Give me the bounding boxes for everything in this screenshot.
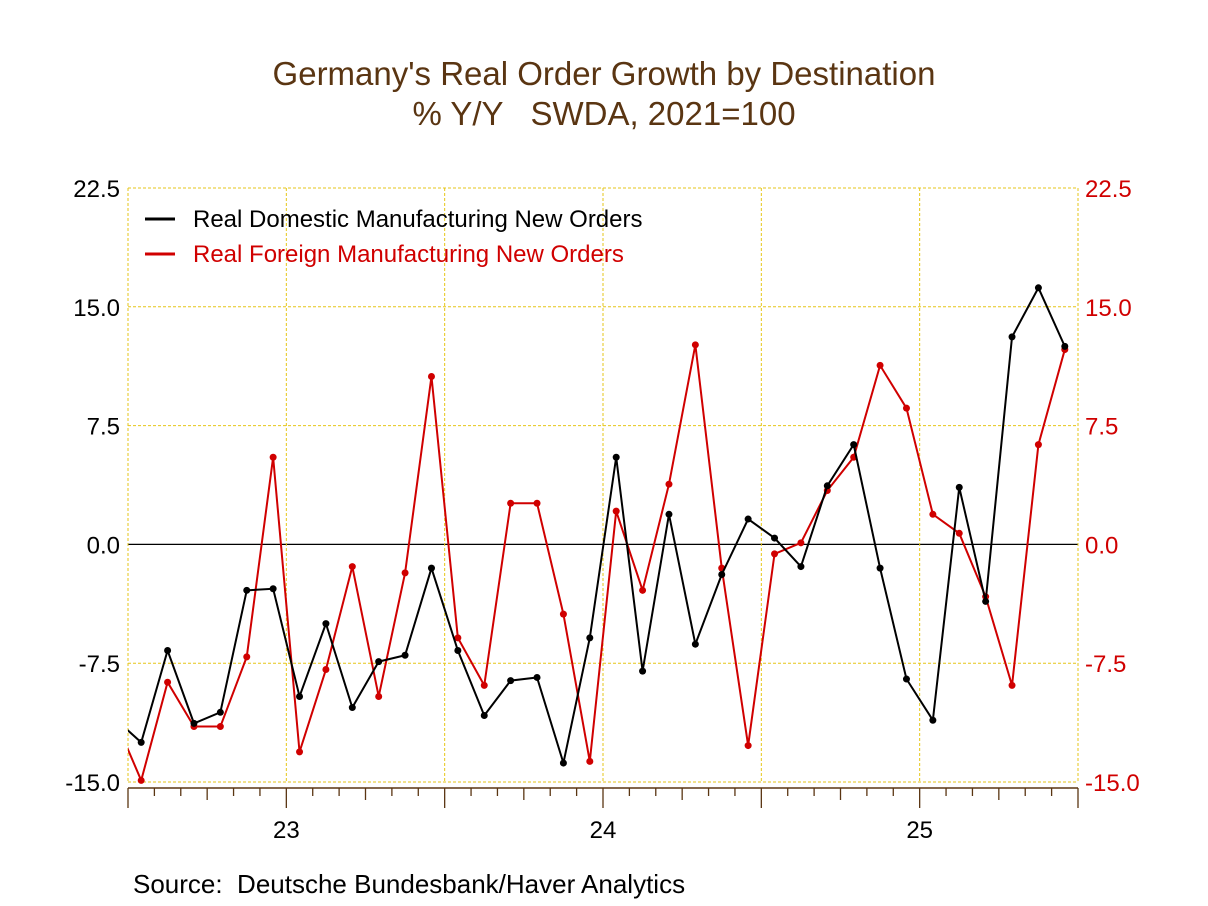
y-tick-label-right: 22.5 (1085, 176, 1132, 203)
data-point-foreign (771, 550, 779, 558)
x-tick-label: 23 (273, 817, 300, 844)
data-point-domestic (454, 647, 462, 655)
data-point-domestic (269, 585, 277, 593)
data-point-domestic (665, 510, 673, 518)
x-tick-label: 25 (906, 817, 933, 844)
source-note: Source: Deutsche Bundesbank/Haver Analyt… (133, 869, 685, 899)
data-point-foreign (216, 723, 224, 731)
data-point-foreign (1008, 681, 1016, 689)
data-point-domestic (771, 534, 779, 542)
data-point-domestic (559, 759, 567, 767)
data-point-domestic (929, 716, 937, 724)
legend-label-foreign: Real Foreign Manufacturing New Orders (193, 241, 624, 268)
y-tick-label-right: 15.0 (1085, 295, 1132, 322)
data-point-foreign (427, 372, 435, 380)
data-point-domestic (1008, 333, 1016, 341)
data-point-domestic (823, 482, 831, 490)
data-point-foreign (612, 507, 620, 515)
data-point-domestic (375, 658, 383, 666)
y-tick-label-right: -15.0 (1085, 770, 1140, 797)
data-point-foreign (296, 748, 304, 756)
data-point-foreign (902, 404, 910, 412)
data-point-domestic (744, 515, 752, 523)
x-axis: 23 24 25 (127, 787, 1079, 844)
chart-title: Germany's Real Order Growth by Destinati… (273, 55, 936, 92)
data-point-domestic (1061, 342, 1069, 350)
data-point-foreign (797, 539, 805, 547)
data-point-domestic (322, 620, 330, 628)
data-point-foreign (401, 569, 409, 577)
y-tick-label-left: 15.0 (73, 295, 120, 322)
y-tick-label-left: -15.0 (65, 770, 120, 797)
data-point-foreign (269, 453, 277, 461)
data-point-foreign (348, 563, 356, 571)
data-point-foreign (454, 634, 462, 642)
data-point-domestic (348, 704, 356, 712)
data-point-domestic (507, 677, 515, 685)
y-tick-label-right: 0.0 (1085, 532, 1118, 559)
data-point-domestic (401, 651, 409, 659)
data-point-domestic (876, 564, 884, 572)
x-tick-label: 24 (590, 817, 617, 844)
data-point-foreign (744, 742, 752, 750)
legend: Real Domestic Manufacturing New Orders R… (145, 206, 643, 268)
data-point-domestic (586, 634, 594, 642)
y-tick-label-left: 22.5 (73, 176, 120, 203)
data-point-foreign (586, 757, 594, 765)
data-point-domestic (955, 483, 963, 491)
data-point-domestic (480, 711, 488, 719)
data-point-domestic (164, 647, 172, 655)
data-point-foreign (480, 681, 488, 689)
data-point-domestic (296, 692, 304, 700)
data-point-domestic (902, 675, 910, 683)
data-point-foreign (164, 678, 172, 686)
data-point-foreign (929, 510, 937, 518)
data-point-domestic (850, 441, 858, 449)
series-group (128, 284, 1069, 784)
data-point-domestic (1034, 284, 1042, 292)
data-point-foreign (322, 666, 330, 674)
data-point-foreign (639, 586, 647, 594)
data-point-domestic (243, 586, 251, 594)
y-tick-label-right: 7.5 (1085, 414, 1118, 441)
data-point-foreign (507, 499, 515, 507)
data-point-domestic (691, 640, 699, 648)
data-point-domestic (982, 597, 990, 605)
data-point-domestic (427, 564, 435, 572)
y-tick-label-left: 7.5 (87, 414, 120, 441)
data-point-domestic (639, 667, 647, 675)
data-point-domestic (797, 563, 805, 571)
data-point-foreign (533, 499, 541, 507)
data-point-domestic (533, 673, 541, 681)
y-axes: -15.0 -15.0 -7.5 -7.5 0.0 0.0 7.5 7.5 15.0 15.0 22… (65, 176, 1139, 797)
chart-subtitle: % Y/Y SWDA, 2021=100 (412, 95, 795, 132)
y-tick-label-left: -7.5 (79, 651, 120, 678)
legend-label-domestic: Real Domestic Manufacturing New Orders (193, 206, 643, 233)
data-point-foreign (665, 480, 673, 488)
data-point-foreign (876, 361, 884, 369)
data-point-domestic (216, 708, 224, 716)
data-point-domestic (612, 453, 620, 461)
y-tick-label-right: -7.5 (1085, 651, 1126, 678)
data-point-domestic (190, 719, 198, 727)
y-tick-label-left: 0.0 (87, 532, 120, 559)
data-point-foreign (375, 692, 383, 700)
series-line-foreign (128, 344, 1066, 784)
data-point-foreign (955, 529, 963, 537)
data-point-foreign (691, 341, 699, 349)
data-point-foreign (1034, 441, 1042, 449)
data-point-domestic (718, 570, 726, 578)
data-point-foreign (559, 610, 567, 618)
grid (127, 187, 1079, 783)
data-point-foreign (243, 653, 251, 661)
data-point-foreign (137, 776, 145, 784)
series-line-domestic (128, 285, 1066, 767)
data-point-domestic (137, 738, 145, 746)
